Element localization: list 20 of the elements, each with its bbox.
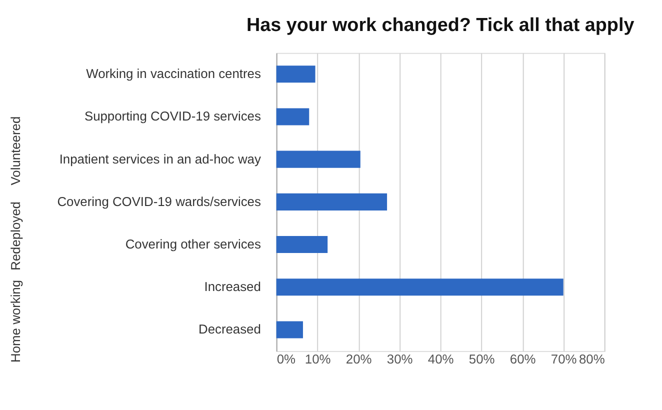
x-tick-label: 60% — [510, 351, 536, 366]
x-tick-label: 10% — [304, 351, 332, 366]
y-tick-label: Covering other services — [125, 236, 261, 252]
x-tick-label: 50% — [468, 351, 496, 366]
y-tick-label: Covering COVID-19 wards/services — [57, 194, 261, 209]
text: Volunteered — [8, 116, 23, 186]
y-tick-label: Decreased — [198, 322, 261, 337]
y-tick-label: Working in vaccination centres — [86, 66, 261, 82]
x-tick-label: 40% — [428, 351, 454, 366]
chart-title: Has your work changed? Tick all that apply — [246, 14, 635, 36]
x-tick-label: 20% — [346, 351, 372, 366]
x-tick-label: 30% — [386, 351, 414, 366]
x-tick-label: 70% — [550, 351, 578, 366]
text: Home working — [8, 280, 23, 362]
y-tick-label: Increased — [204, 279, 261, 294]
x-tick-label: 0% — [276, 351, 296, 366]
y-tick-label: Inpatient services in an ad-hoc way — [59, 151, 262, 166]
y-tick-label: Supporting COVID-19 services — [84, 108, 261, 124]
x-tick-label: 80% — [579, 351, 606, 366]
text: Redeployed — [8, 202, 23, 270]
